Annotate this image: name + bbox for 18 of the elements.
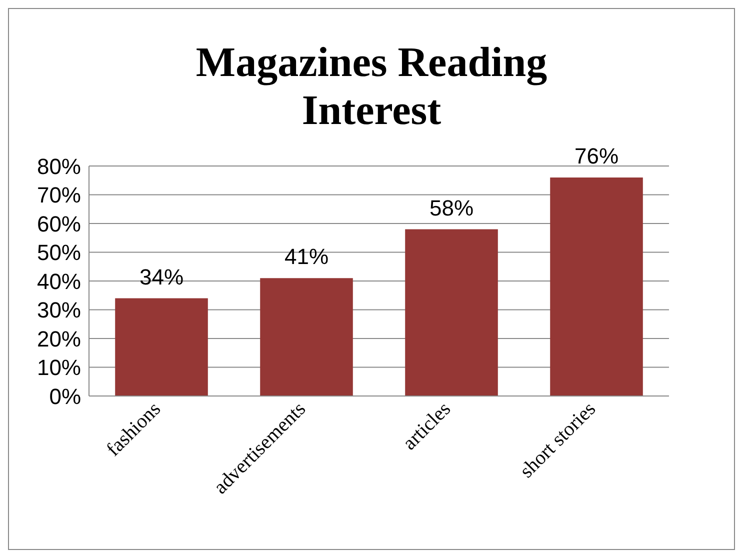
bar — [260, 278, 353, 396]
y-tick-label: 40% — [36, 268, 81, 294]
y-tick-label: 80% — [36, 153, 81, 178]
bar — [115, 298, 208, 396]
data-label: 76% — [574, 143, 619, 168]
y-tick-label: 20% — [36, 326, 81, 351]
y-tick-label: 70% — [36, 182, 81, 208]
y-tick-label: 30% — [36, 297, 81, 322]
data-label: 58% — [429, 194, 474, 220]
bar — [405, 228, 498, 396]
data-label: 41% — [284, 244, 329, 269]
chart-title: Magazines Reading Interest — [194, 39, 548, 136]
bar — [550, 177, 643, 396]
y-tick-label: 50% — [36, 240, 81, 265]
y-tick-label: 10% — [36, 354, 81, 380]
y-tick-label: 0% — [49, 383, 81, 408]
y-tick-label: 60% — [36, 210, 81, 236]
data-label: 34% — [139, 264, 184, 289]
